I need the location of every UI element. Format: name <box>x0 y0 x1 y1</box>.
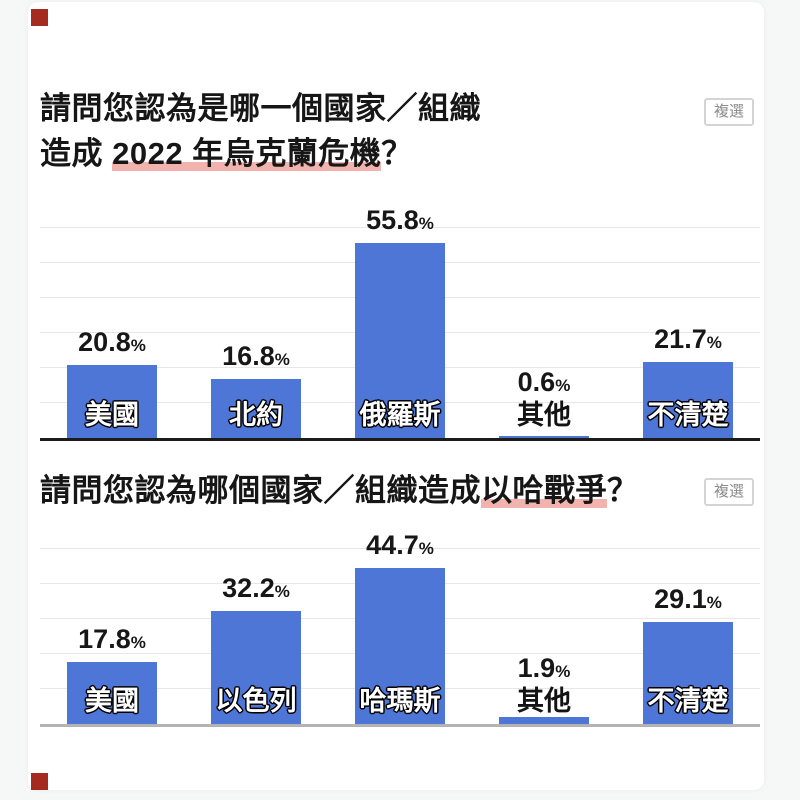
bar <box>67 661 157 724</box>
bar-column: 17.8% 美國 <box>40 521 184 724</box>
value-number: 17.8 <box>78 623 131 654</box>
red-square-marker-top <box>31 9 48 26</box>
bar <box>355 242 445 438</box>
bar-columns: 17.8% 美國 32.2% 以色列 44.7% 哈瑪斯 1.9% 其他 29.1% 不清楚 <box>40 521 760 724</box>
chart2-title-suffix: ？ <box>607 473 639 508</box>
category-label: 其他 <box>517 400 571 430</box>
bar <box>211 379 301 438</box>
value-number: 32.2 <box>222 573 275 604</box>
bar <box>643 362 733 438</box>
value-label: 17.8% <box>40 624 184 655</box>
chart1-title-line2-prefix: 造成 <box>40 136 113 171</box>
value-unit: % <box>555 376 571 395</box>
chart1-title-line1: 請問您認為是哪一個國家／組織 <box>40 91 481 126</box>
content-card: 請問您認為是哪一個國家／組織 造成 2022 年烏克蘭危機？ 複選 20.8% 美… <box>28 2 764 790</box>
underline-highlight: 2022 年烏克蘭危機 <box>112 136 382 171</box>
value-unit: % <box>418 538 434 558</box>
underline-highlight: 以哈戰爭 <box>481 473 607 508</box>
chart2-title-line1: 請問您認為哪個國家／組織造成以哈戰爭？ <box>40 468 639 513</box>
value-unit: % <box>706 593 722 613</box>
value-label: 29.1% <box>616 584 760 615</box>
value-unit: % <box>130 632 146 652</box>
value-label: 20.8% <box>40 327 184 358</box>
bar <box>211 611 301 724</box>
category-label: 美國 <box>85 686 139 716</box>
category-label: 哈瑪斯 <box>359 686 441 716</box>
value-unit: % <box>706 333 722 353</box>
bar-column: 0.6% 其他 <box>472 200 616 438</box>
category-label: 其他 <box>517 686 571 716</box>
value-unit: % <box>130 336 146 356</box>
value-unit: % <box>274 350 290 370</box>
bar-column: 32.2% 以色列 <box>184 521 328 724</box>
value-number: 55.8 <box>366 204 419 235</box>
value-label: 21.7% <box>616 324 760 355</box>
value-label: 16.8% <box>184 341 328 372</box>
chart1-title: 請問您認為是哪一個國家／組織 造成 2022 年烏克蘭危機？ <box>40 86 481 176</box>
category-label: 不清楚 <box>647 400 729 430</box>
value-unit: % <box>418 213 434 233</box>
category-label: 以色列 <box>215 686 297 716</box>
bar <box>643 622 733 724</box>
category-label: 不清楚 <box>647 686 729 716</box>
value-label: 44.7% <box>328 530 472 561</box>
chart1-title-line2: 造成 2022 年烏克蘭危機？ <box>40 131 481 176</box>
value-unit: % <box>555 662 571 681</box>
value-number: 1.9 <box>517 653 556 683</box>
value-label: 32.2% <box>184 573 328 604</box>
bar <box>355 567 445 724</box>
value-number: 29.1 <box>654 584 707 615</box>
value-number: 0.6 <box>517 367 556 397</box>
gridline <box>40 227 760 228</box>
value-label: 0.6% <box>472 367 616 398</box>
chart2-title-prefix: 請問您認為哪個國家／組織造成 <box>40 473 481 508</box>
bar-column: 29.1% 不清楚 <box>616 521 760 724</box>
bar-column: 20.8% 美國 <box>40 200 184 438</box>
value-unit: % <box>274 582 290 602</box>
multi-select-badge: 複選 <box>703 478 754 506</box>
category-label: 俄羅斯 <box>359 400 441 430</box>
bar-columns: 20.8% 美國 16.8% 北約 55.8% 俄羅斯 0.6% 其他 21.7% 不清楚 <box>40 200 760 438</box>
red-square-marker-bottom <box>31 773 48 790</box>
bar-column: 16.8% 北約 <box>184 200 328 438</box>
value-number: 21.7 <box>654 324 707 355</box>
bar-column: 21.7% 不清楚 <box>616 200 760 438</box>
value-label: 55.8% <box>328 205 472 236</box>
chart2-title: 請問您認為哪個國家／組織造成以哈戰爭？ <box>40 468 639 513</box>
bar <box>67 365 157 438</box>
gridline <box>40 548 760 549</box>
bar <box>499 717 589 724</box>
chart1-title-line2-suffix: ？ <box>381 136 413 171</box>
bar-column: 1.9% 其他 <box>472 521 616 724</box>
value-number: 16.8 <box>222 341 275 372</box>
category-label: 北約 <box>229 400 283 430</box>
category-label: 美國 <box>85 400 139 430</box>
value-label: 1.9% <box>472 653 616 684</box>
value-number: 20.8 <box>78 327 131 358</box>
bar-column: 55.8% 俄羅斯 <box>328 200 472 438</box>
multi-select-badge: 複選 <box>703 98 754 126</box>
chart2-plot: 17.8% 美國 32.2% 以色列 44.7% 哈瑪斯 1.9% 其他 29.1% 不清楚 <box>40 521 760 727</box>
bar <box>499 435 589 438</box>
chart1-plot: 20.8% 美國 16.8% 北約 55.8% 俄羅斯 0.6% 其他 21.7% 不清楚 <box>40 200 760 441</box>
bar-column: 44.7% 哈瑪斯 <box>328 521 472 724</box>
value-number: 44.7 <box>366 529 419 560</box>
